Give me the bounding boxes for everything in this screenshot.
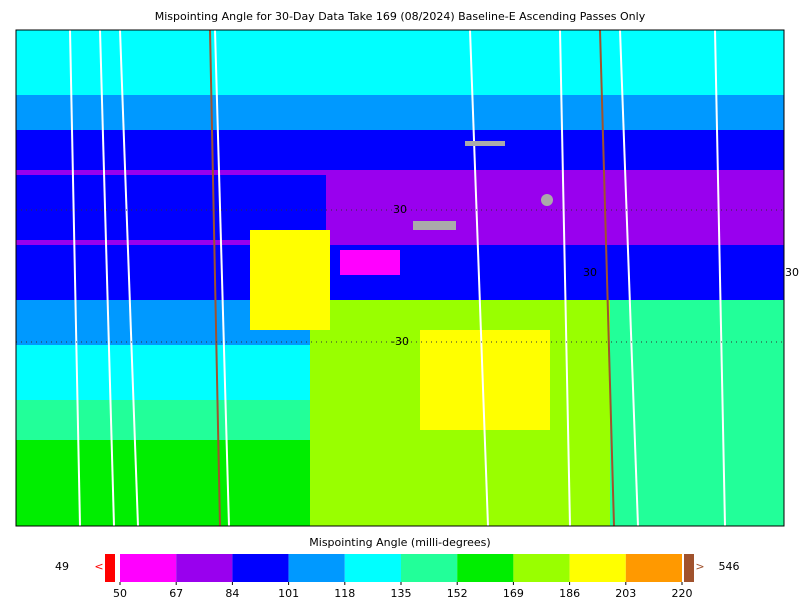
grid-label: 30 <box>785 266 799 279</box>
colorbar: 50 67 84 101 118 135 152 169 186 203 220 49 < >546 <box>55 554 740 600</box>
map-band <box>610 300 784 526</box>
map-band <box>16 345 326 400</box>
under-value: 49 <box>55 560 69 573</box>
colorbar-tick-label: 118 <box>334 587 355 600</box>
colorbar-tick-label: 203 <box>615 587 636 600</box>
map-band <box>16 95 784 130</box>
over-arrow: > <box>695 560 704 573</box>
swath-gap <box>559 29 571 527</box>
swath-gap <box>469 29 489 527</box>
colorbar-tick-label: 101 <box>278 587 299 600</box>
map-band <box>16 440 326 526</box>
colorbar-under <box>105 554 115 582</box>
colorbar-segment <box>120 554 177 582</box>
map-band <box>16 400 326 440</box>
map-band <box>16 130 784 170</box>
colorbar-segment <box>513 554 570 582</box>
swath-gap <box>599 29 615 527</box>
colorbar-tick-label: 67 <box>169 587 183 600</box>
missing-data <box>413 221 456 230</box>
colorbar-segment <box>625 554 682 582</box>
grid-label: -30 <box>391 335 409 348</box>
colorbar-segment <box>288 554 345 582</box>
swath-gap <box>619 29 639 527</box>
colorbar-tick-label: 135 <box>391 587 412 600</box>
swath-gap <box>714 29 726 527</box>
map-band <box>250 230 330 330</box>
map: 30 -30 30 30 <box>16 29 799 527</box>
colorbar-segment <box>457 554 514 582</box>
grid-label: 30 <box>393 203 407 216</box>
over-value: 546 <box>719 560 740 573</box>
swath-gap <box>69 29 81 527</box>
swath-gap <box>99 29 115 527</box>
missing-data <box>541 194 553 206</box>
swath-gap <box>119 29 139 527</box>
swath-gap <box>214 29 230 527</box>
colorbar-tick-label: 50 <box>113 587 127 600</box>
map-band <box>16 30 784 95</box>
colorbar-segment <box>344 554 401 582</box>
missing-data <box>465 141 505 146</box>
colorbar-segment <box>232 554 289 582</box>
colorbar-segment <box>401 554 458 582</box>
colorbar-tick-label: 169 <box>503 587 524 600</box>
grid-label: 30 <box>583 266 597 279</box>
colorbar-tick-label: 220 <box>672 587 693 600</box>
map-band <box>340 250 400 275</box>
colorbar-segment <box>176 554 233 582</box>
map-frame <box>15 29 785 527</box>
swath-gap <box>209 29 221 527</box>
colorbar-segment <box>569 554 626 582</box>
title: Mispointing Angle for 30-Day Data Take 1… <box>155 10 646 23</box>
colorbar-label: Mispointing Angle (milli-degrees) <box>309 536 490 549</box>
colorbar-tick-label: 84 <box>225 587 239 600</box>
map-band <box>420 330 550 430</box>
colorbar-over <box>684 554 694 582</box>
colorbar-tick-label: 186 <box>559 587 580 600</box>
colorbar-tick-label: 152 <box>447 587 468 600</box>
under-arrow: < <box>94 560 103 573</box>
map-band <box>16 175 326 240</box>
